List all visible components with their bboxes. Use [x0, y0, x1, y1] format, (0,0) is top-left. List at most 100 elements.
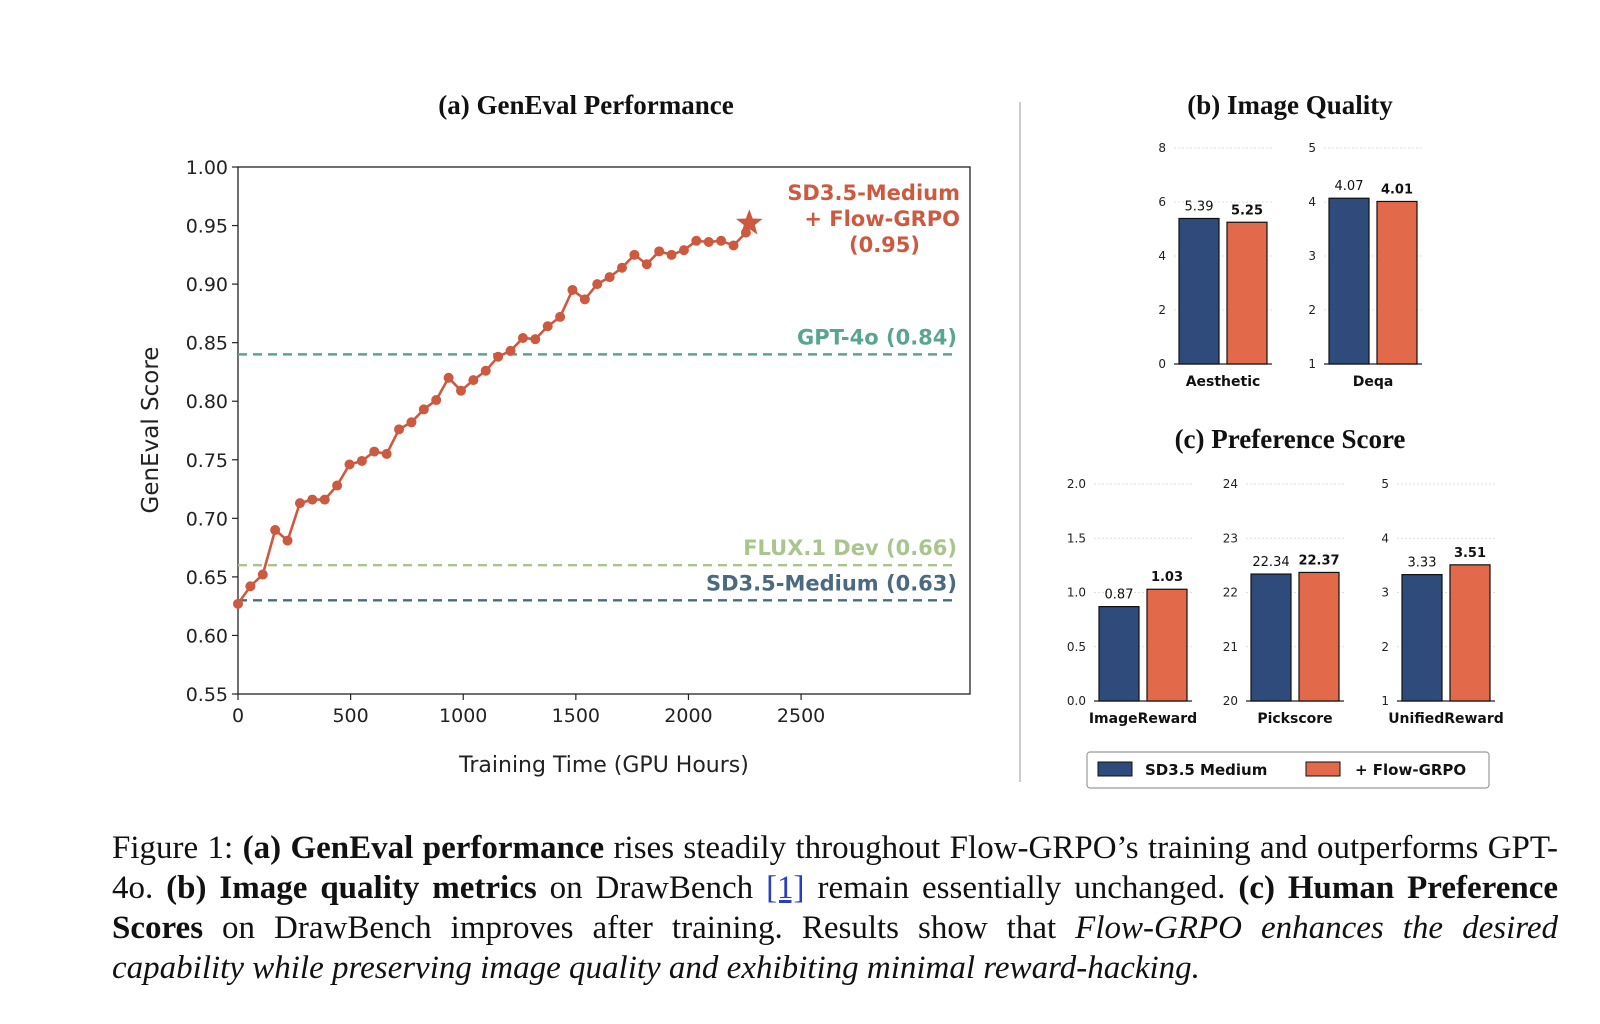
bar-sd35-medium: [1098, 606, 1140, 702]
y-tick-label: 1.0: [1067, 586, 1086, 600]
data-point: [332, 480, 343, 491]
flow-grpo-annotation-line-3: (0.95): [849, 233, 920, 257]
data-point: [716, 235, 727, 246]
bar-sd35-medium: [1250, 573, 1292, 702]
data-point: [245, 581, 256, 592]
y-tick-label: 0.60: [186, 625, 228, 647]
reference-lines: GPT-4o (0.84) FLUX.1 Dev (0.66) SD3.5-Medi…: [238, 325, 958, 602]
data-point: [257, 569, 268, 580]
caption-c-bold: Human Preference Scores: [112, 870, 1558, 946]
y-axis-ticks: 0.55 0.60 0.65 0.70 0.75 0.80 0.85 0.90 0.95 1.00: [186, 157, 238, 706]
bar-subplot: 1 2 3 4 5 3.33 3.51 UnifiedReward: [1381, 477, 1503, 727]
bar-subplot: 0.0 0.5 1.0 1.5 2.0 0.87 1.03 ImageReward: [1067, 477, 1197, 727]
data-point: [604, 272, 615, 283]
bar-value-label: 4.07: [1335, 179, 1364, 194]
data-point: [319, 494, 330, 505]
caption-prefix: Figure 1:: [112, 830, 243, 866]
data-point: [691, 235, 702, 246]
y-tick-label: 5: [1308, 141, 1316, 155]
legend-label-base: SD3.5 Medium: [1145, 761, 1267, 779]
subplot-label: ImageReward: [1089, 711, 1197, 727]
caption-b-text-2: remain essentially unchanged.: [804, 870, 1239, 906]
data-point: [356, 455, 367, 466]
data-point: [344, 459, 355, 470]
bar-flow-grpo: [1146, 588, 1188, 702]
y-tick-label: 0.70: [186, 508, 228, 530]
data-point: [468, 375, 479, 386]
figure-caption: Figure 1: (a) GenEval performance rises …: [112, 828, 1558, 988]
y-tick-label: 8: [1158, 141, 1166, 155]
y-tick-label: 22: [1223, 586, 1238, 600]
data-point: [443, 372, 454, 383]
y-tick-label: 5: [1381, 477, 1389, 491]
x-tick-label: 1500: [552, 705, 600, 727]
data-point: [728, 240, 739, 251]
bar-value-label: 5.25: [1231, 203, 1263, 218]
y-tick-label: 1.5: [1067, 531, 1086, 545]
y-tick-label: 0.85: [186, 333, 228, 355]
y-tick-label: 3: [1381, 586, 1389, 600]
caption-b-bold: Image quality metrics: [219, 870, 537, 906]
y-tick-label: 2.0: [1067, 477, 1086, 491]
series-line: [236, 222, 751, 605]
x-tick-label: 500: [332, 705, 368, 727]
caption-reference-link[interactable]: [1]: [766, 870, 805, 906]
final-star-marker: [736, 209, 763, 235]
y-tick-label: 6: [1158, 195, 1166, 209]
data-point: [666, 249, 677, 260]
caption-b-text: on DrawBench: [536, 870, 767, 906]
data-point: [517, 332, 528, 343]
caption-a-bold: GenEval performance: [290, 830, 605, 866]
data-point: [579, 294, 590, 305]
data-point: [294, 498, 305, 509]
data-point: [654, 246, 665, 257]
data-point: [703, 236, 714, 247]
bar-sd35-medium: [1401, 573, 1443, 702]
bar-flow-grpo: [1226, 221, 1268, 365]
bar-value-label: 5.39: [1185, 199, 1214, 214]
x-tick-label: 2500: [777, 705, 825, 727]
bar-sd35-medium: [1178, 217, 1220, 365]
data-point: [555, 311, 566, 322]
bar-value-label: 1.03: [1151, 570, 1183, 585]
y-tick-label: 4: [1381, 531, 1389, 545]
x-axis-ticks: 0 500 1000 1500 2000 2500: [232, 694, 825, 727]
bar-flow-grpo: [1298, 571, 1340, 702]
legend-label-flow: + Flow-GRPO: [1355, 761, 1466, 779]
y-tick-label: 0.95: [186, 216, 228, 238]
bar-flow-grpo: [1376, 200, 1418, 365]
data-point: [369, 446, 380, 457]
y-tick-label: 2: [1308, 303, 1316, 317]
figure-1: (a) GenEval Performance 0.550.600.650.70…: [138, 90, 1504, 789]
y-tick-label: 23: [1223, 531, 1238, 545]
y-tick-label: 21: [1223, 640, 1238, 654]
y-tick-label: 2: [1158, 303, 1166, 317]
y-tick-label: 4: [1308, 195, 1316, 209]
y-tick-label: 0.65: [186, 567, 228, 589]
bar-subplot: 1 2 3 4 5 4.07 4.01 Deqa: [1308, 141, 1422, 390]
bar-subplot: 0 2 4 6 8 5.39 5.25 Aesthetic: [1158, 141, 1272, 390]
data-point: [455, 385, 466, 396]
data-point: [567, 284, 578, 295]
data-point: [418, 404, 429, 415]
caption-c-text: on DrawBench improves after training. Re…: [203, 910, 1076, 946]
flow-grpo-annotation-line-2: + Flow-GRPO: [804, 207, 960, 231]
bar-value-label: 4.01: [1381, 182, 1413, 197]
bar-value-label: 3.33: [1408, 556, 1437, 571]
y-tick-label: 24: [1223, 477, 1238, 491]
data-point: [542, 321, 553, 332]
bar-flow-grpo: [1449, 564, 1491, 702]
y-tick-label: 0.0: [1067, 694, 1086, 708]
data-point: [480, 365, 491, 376]
data-point: [629, 249, 640, 260]
bar-value-label: 22.37: [1298, 553, 1339, 568]
reference-label: FLUX.1 Dev (0.66): [743, 536, 957, 560]
legend-swatch-flow: [1305, 761, 1341, 777]
data-point: [505, 345, 516, 356]
data-point: [592, 279, 603, 290]
y-tick-label: 0.5: [1067, 640, 1086, 654]
y-tick-label: 3: [1308, 249, 1316, 263]
y-tick-label: 2: [1381, 640, 1389, 654]
caption-c-label: (c): [1238, 870, 1288, 906]
x-tick-label: 0: [232, 705, 244, 727]
